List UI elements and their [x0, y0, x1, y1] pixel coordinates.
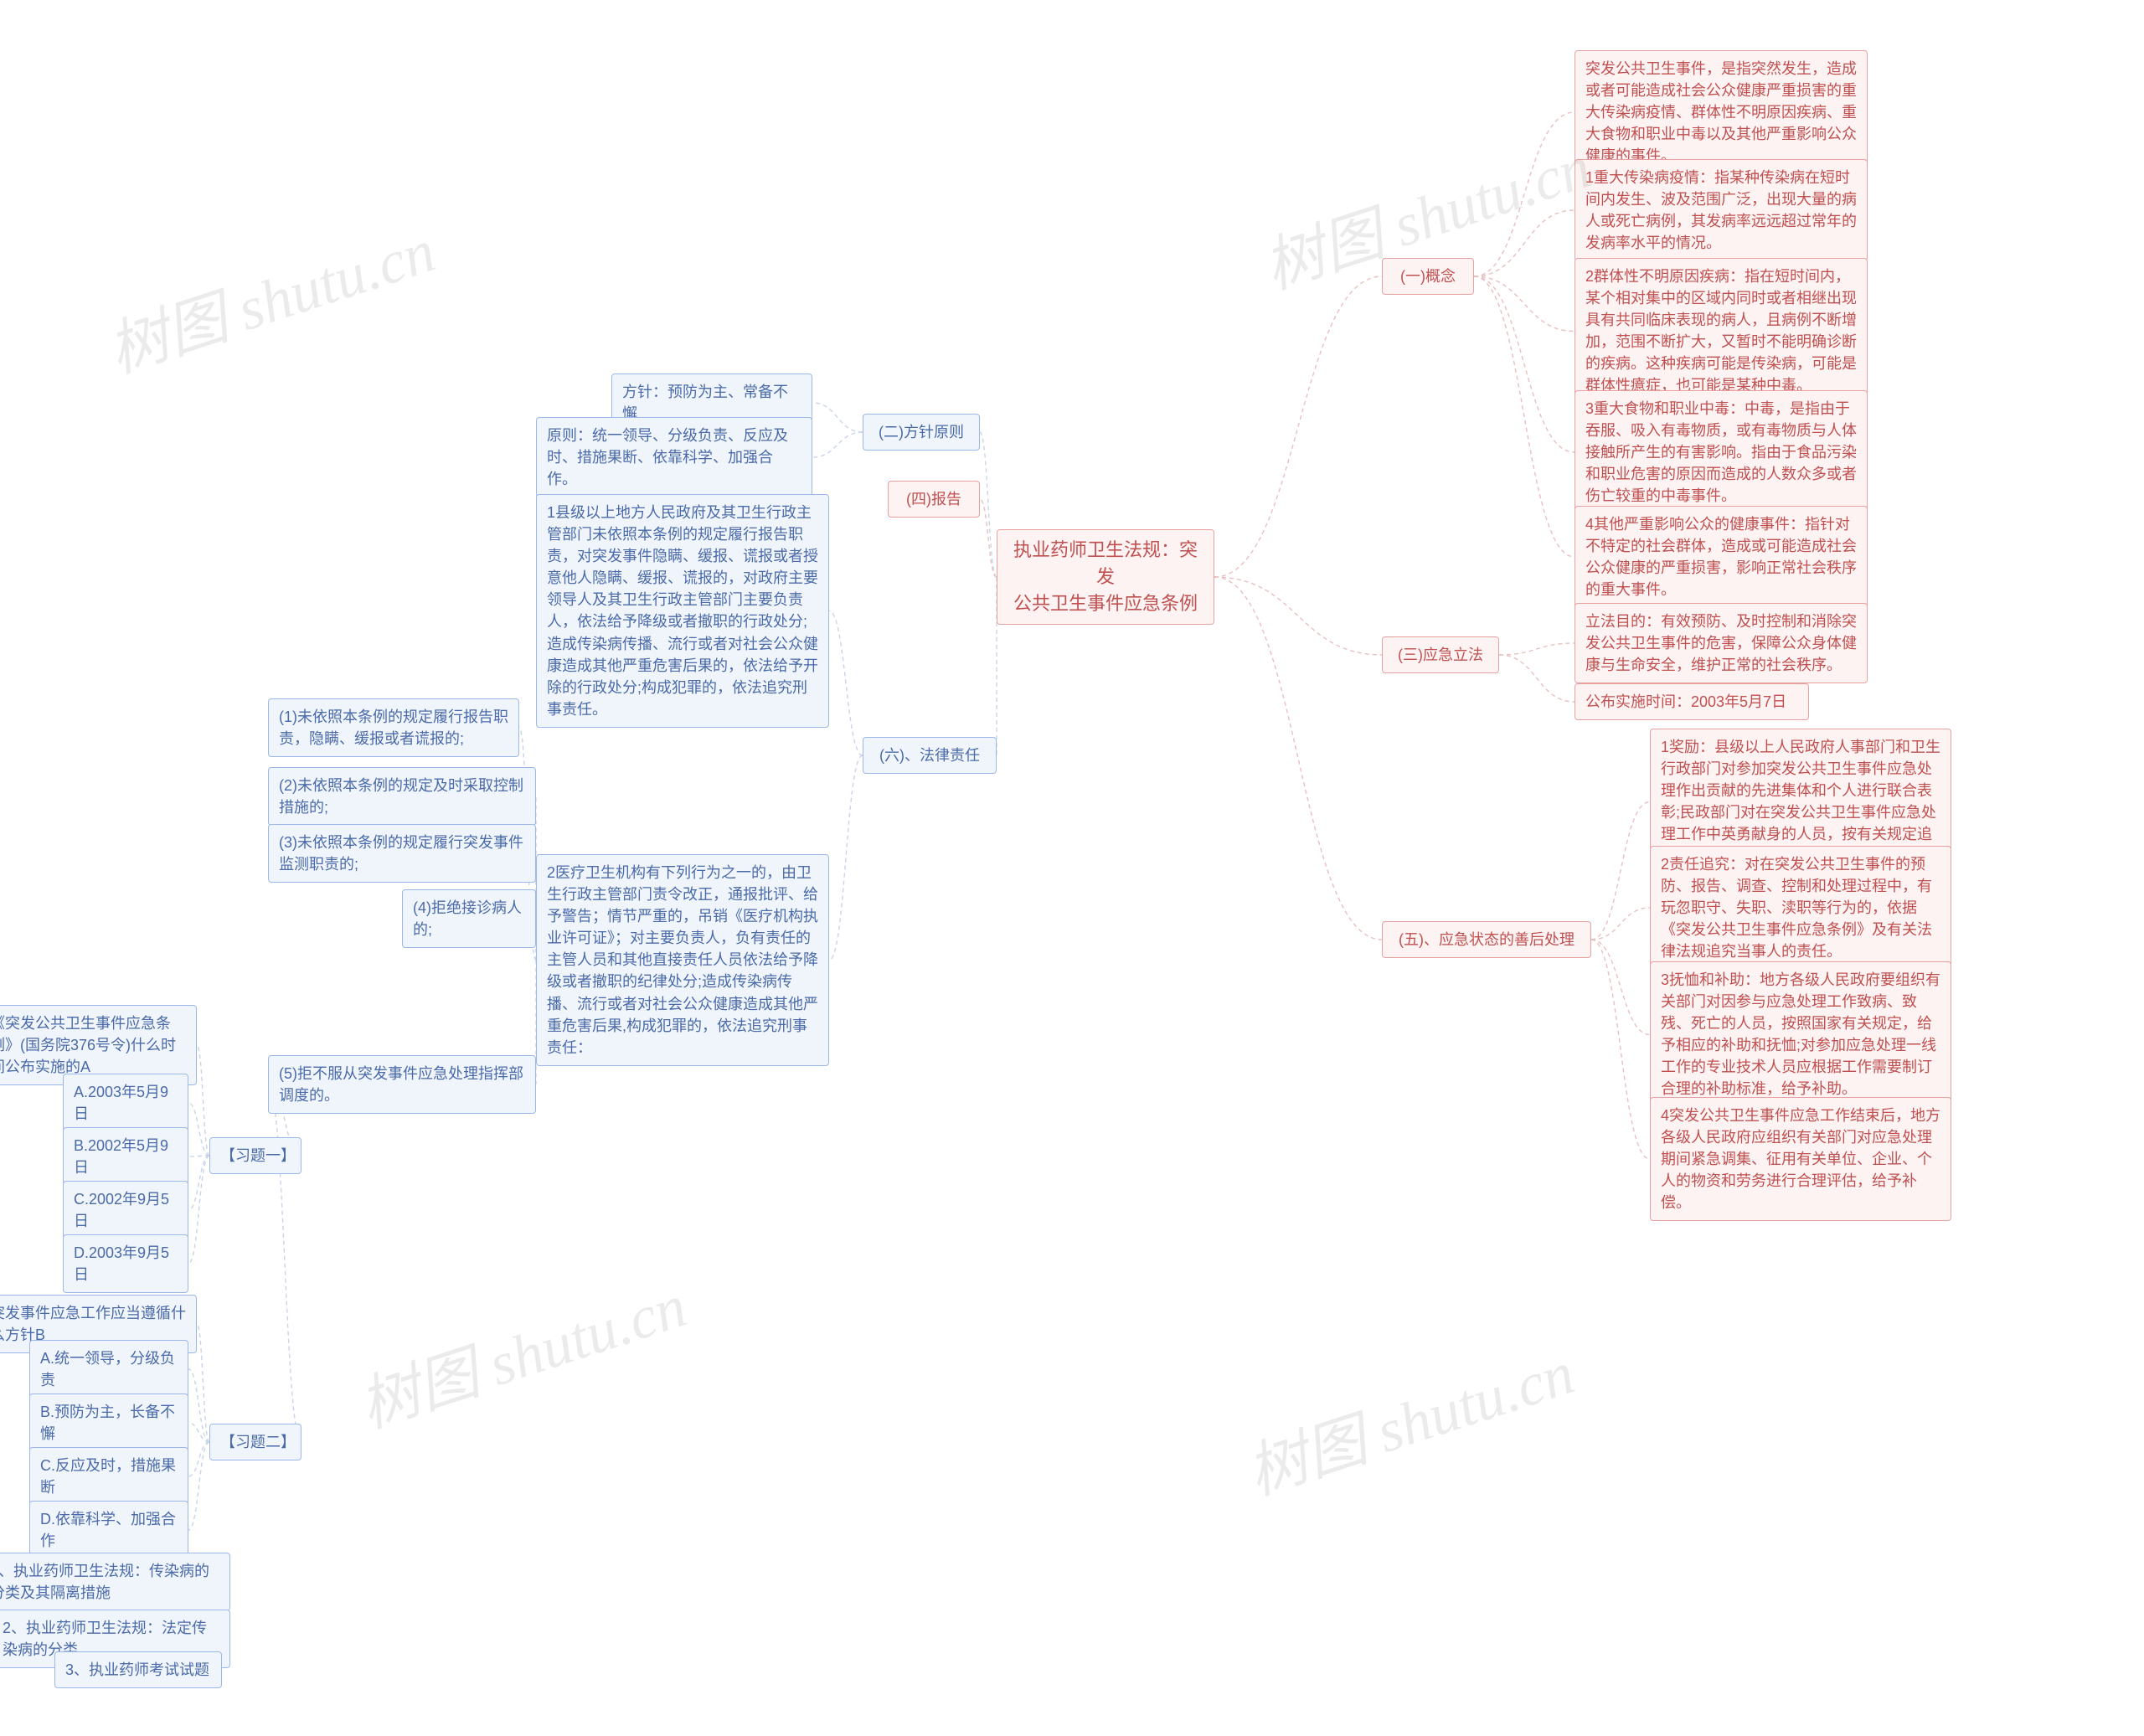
node-text: (3)未依照本条例的规定履行突发事件监测职责的;	[279, 834, 523, 873]
node-text: D.依靠科学、加强合作	[40, 1511, 176, 1549]
watermark: 树图 shutu.cn	[95, 201, 445, 389]
mindmap-node-s6c2e: (5)拒不服从突发事件应急处理指挥部调度的。	[268, 1055, 536, 1114]
mindmap-node-s1: (一)概念	[1382, 258, 1474, 295]
node-text: 4其他严重影响公众的健康事件：指针对不特定的社会群体，造成或可能造成社会公众健康…	[1585, 516, 1857, 598]
node-text: 公布实施时间：2003年5月7日	[1585, 693, 1786, 710]
node-text: C.2002年9月5日	[74, 1191, 169, 1229]
node-text: B.预防为主，长备不懈	[40, 1404, 175, 1442]
mindmap-node-s4: (四)报告	[888, 481, 980, 518]
node-text: 突发公共卫生事件，是指突然发生，造成或者可能造成社会公众健康严重损害的重大传染病…	[1585, 60, 1857, 164]
node-text: 3抚恤和补助：地方各级人民政府要组织有关部门对因参与应急处理工作致病、致残、死亡…	[1661, 971, 1940, 1097]
mindmap-node-root: 执业药师卫生法规：突发 公共卫生事件应急条例	[997, 529, 1214, 625]
mindmap-node-s1c1: 突发公共卫生事件，是指突然发生，造成或者可能造成社会公众健康严重损害的重大传染病…	[1574, 50, 1868, 174]
node-text: 4突发公共卫生事件应急工作结束后，地方各级人民政府应组织有关部门对应急处理期间紧…	[1661, 1107, 1940, 1211]
mindmap-node-s1c3: 2群体性不明原因疾病：指在短时间内，某个相对集中的区域内同时或者相继出现具有共同…	[1574, 258, 1868, 404]
node-text: (2)未依照本条例的规定及时采取控制措施的;	[279, 777, 523, 816]
mindmap-node-s1c4: 3重大食物和职业中毒：中毒，是指由于吞服、吸入有毒物质，或有毒物质与人体接触所产…	[1574, 390, 1868, 514]
node-text: 突发事件应急工作应当遵循什么方针B	[0, 1305, 186, 1343]
node-text: (1)未依照本条例的规定履行报告职责，隐瞒、缓报或者谎报的;	[279, 708, 508, 747]
mindmap-node-s2: (二)方针原则	[863, 414, 980, 451]
node-text: A.统一领导，分级负责	[40, 1350, 175, 1388]
node-text: 立法目的：有效预防、及时控制和消除突发公共卫生事件的危害，保障公众身体健康与生命…	[1585, 613, 1857, 673]
node-text: 3重大食物和职业中毒：中毒，是指由于吞服、吸入有毒物质，或有毒物质与人体接触所产…	[1585, 400, 1857, 504]
node-text: C.反应及时，措施果断	[40, 1457, 176, 1496]
mindmap-node-s6c2c: (3)未依照本条例的规定履行突发事件监测职责的;	[268, 824, 536, 883]
mindmap-node-s5: (五)、应急状态的善后处理	[1382, 921, 1591, 958]
node-text: 原则：统一领导、分级负责、反应及时、措施果断、依靠科学、加强合作。	[547, 427, 788, 487]
node-text: 3、执业药师考试试题	[65, 1661, 209, 1678]
mindmap-node-s3c2: 公布实施时间：2003年5月7日	[1574, 683, 1809, 720]
mindmap-node-s1c2: 1重大传染病疫情：指某种传染病在短时间内发生、波及范围广泛，出现大量的病人或死亡…	[1574, 159, 1868, 261]
node-text: 2责任追究：对在突发公共卫生事件的预防、报告、调查、控制和处理过程中，有玩忽职守…	[1661, 856, 1932, 960]
node-text: 1、执业药师卫生法规：传染病的分类及其隔离措施	[0, 1563, 209, 1601]
node-text: (5)拒不服从突发事件应急处理指挥部调度的。	[279, 1065, 523, 1104]
node-text: 1县级以上地方人民政府及其卫生行政主管部门未依照本条例的规定履行报告职责，对突发…	[547, 504, 818, 718]
node-text: (一)概念	[1400, 268, 1456, 285]
mindmap-node-s6c1: 1县级以上地方人民政府及其卫生行政主管部门未依照本条例的规定履行报告职责，对突发…	[536, 494, 829, 728]
mindmap-node-s5c2: 2责任追究：对在突发公共卫生事件的预防、报告、调查、控制和处理过程中，有玩忽职守…	[1650, 846, 1951, 970]
mindmap-node-ex2: 【习题二】	[209, 1424, 302, 1460]
node-text: 【习题一】	[220, 1147, 296, 1164]
mindmap-node-s6c2: 2医疗卫生机构有下列行为之一的，由卫生行政主管部门责令改正，通报批评、给予警告；…	[536, 854, 829, 1066]
node-text: (三)应急立法	[1398, 646, 1483, 663]
node-text: (二)方针原则	[879, 424, 964, 440]
watermark: 树图 shutu.cn	[347, 1256, 696, 1445]
mindmap-node-ex2a: A.统一领导，分级负责	[29, 1340, 188, 1399]
mindmap-node-s2c2: 原则：统一领导、分级负责、反应及时、措施果断、依靠科学、加强合作。	[536, 417, 812, 497]
mindmap-node-s6c2b: (2)未依照本条例的规定及时采取控制措施的;	[268, 767, 536, 826]
mindmap-node-ex1d: D.2003年9月5日	[63, 1234, 188, 1293]
node-text: 执业药师卫生法规：突发 公共卫生事件应急条例	[1013, 539, 1198, 614]
mindmap-node-ex1b: B.2002年5月9日	[63, 1127, 188, 1186]
mindmap-node-s6c2d: (4)拒绝接诊病人的;	[402, 889, 536, 948]
mindmap-node-s6c2a: (1)未依照本条例的规定履行报告职责，隐瞒、缓报或者谎报的;	[268, 698, 519, 757]
mindmap-node-fl3: 3、执业药师考试试题	[54, 1651, 222, 1688]
mindmap-node-ex1: 【习题一】	[209, 1137, 302, 1174]
node-text: (四)报告	[906, 491, 961, 507]
mindmap-node-ex2b: B.预防为主，长备不懈	[29, 1393, 188, 1452]
mindmap-node-s1c5: 4其他严重影响公众的健康事件：指针对不特定的社会群体，造成或可能造成社会公众健康…	[1574, 506, 1868, 608]
node-text: (4)拒绝接诊病人的;	[413, 899, 522, 938]
mindmap-node-ex2c: C.反应及时，措施果断	[29, 1447, 188, 1506]
node-text: A.2003年5月9日	[74, 1084, 168, 1122]
mindmap-node-ex2d: D.依靠科学、加强合作	[29, 1501, 188, 1559]
watermark: 树图 shutu.cn	[1234, 1323, 1584, 1512]
node-text: D.2003年9月5日	[74, 1244, 169, 1283]
mindmap-node-ex1a: A.2003年5月9日	[63, 1074, 188, 1132]
node-text: 《突发公共卫生事件应急条例》(国务院376号令)什么时间公布实施的A	[0, 1015, 176, 1075]
mindmap-node-s5c4: 4突发公共卫生事件应急工作结束后，地方各级人民政府应组织有关部门对应急处理期间紧…	[1650, 1097, 1951, 1221]
mindmap-node-s5c3: 3抚恤和补助：地方各级人民政府要组织有关部门对因参与应急处理工作致病、致残、死亡…	[1650, 961, 1951, 1108]
node-text: (五)、应急状态的善后处理	[1399, 931, 1574, 948]
mindmap-node-s3: (三)应急立法	[1382, 636, 1499, 673]
mindmap-node-ex1c: C.2002年9月5日	[63, 1181, 188, 1239]
node-text: (六)、法律责任	[879, 747, 980, 764]
mindmap-node-fl1: 1、执业药师卫生法规：传染病的分类及其隔离措施	[0, 1553, 230, 1611]
node-text: 1重大传染病疫情：指某种传染病在短时间内发生、波及范围广泛，出现大量的病人或死亡…	[1585, 169, 1857, 251]
node-text: 2医疗卫生机构有下列行为之一的，由卫生行政主管部门责令改正，通报批评、给予警告；…	[547, 864, 818, 1056]
mindmap-node-s3c1: 立法目的：有效预防、及时控制和消除突发公共卫生事件的危害，保障公众身体健康与生命…	[1574, 603, 1868, 683]
mindmap-node-s6: (六)、法律责任	[863, 737, 997, 774]
node-text: 【习题二】	[220, 1434, 296, 1450]
node-text: 2群体性不明原因疾病：指在短时间内，某个相对集中的区域内同时或者相继出现具有共同…	[1585, 268, 1857, 394]
node-text: B.2002年5月9日	[74, 1137, 168, 1176]
